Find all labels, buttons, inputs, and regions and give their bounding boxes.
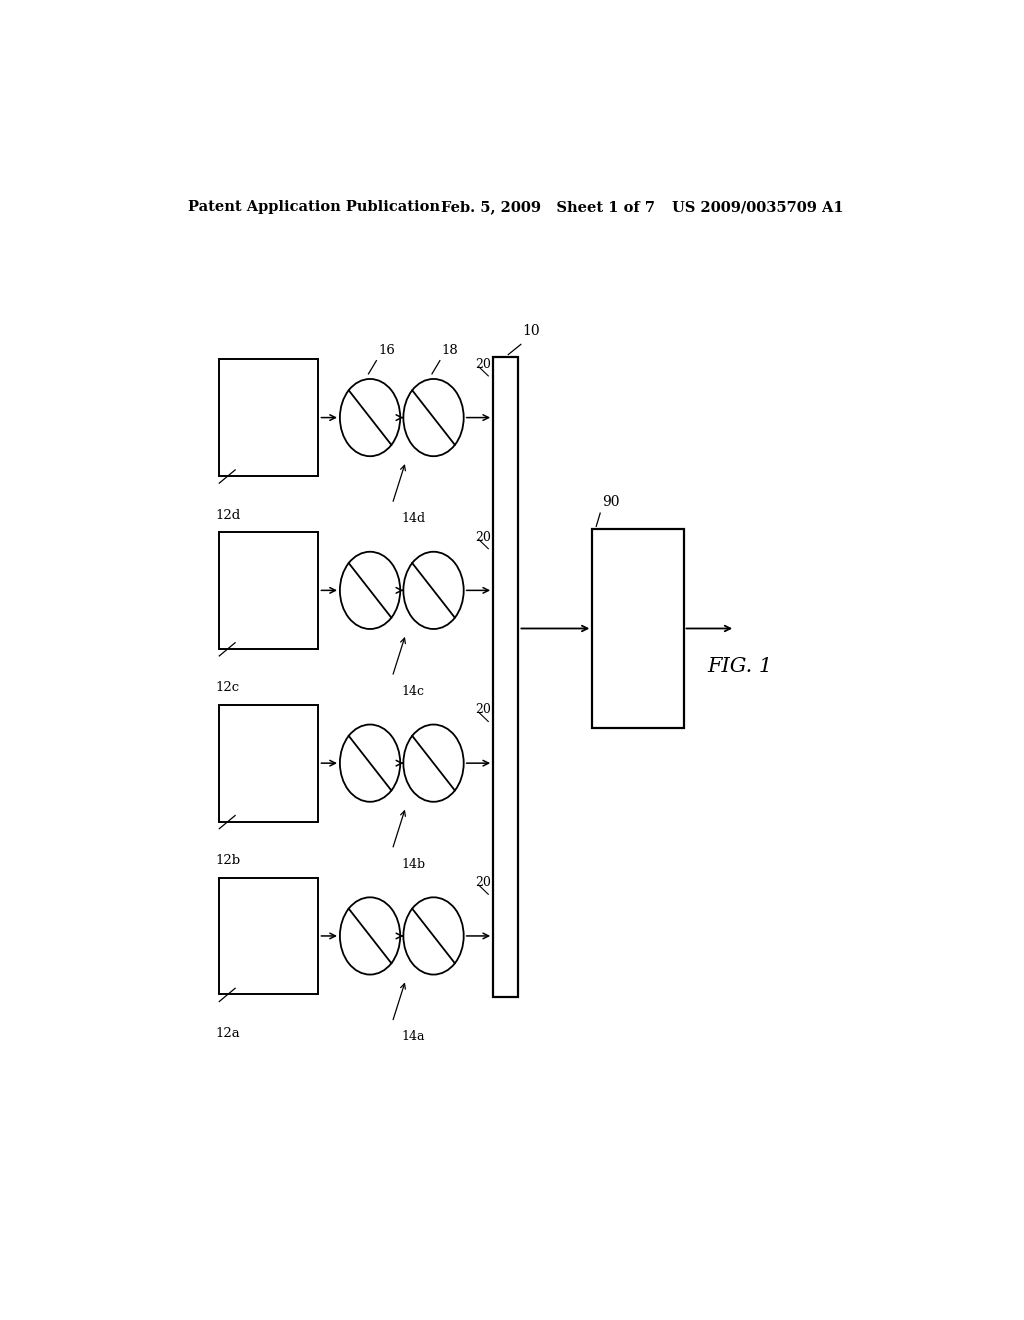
Bar [219, 705, 318, 821]
Text: Patent Application Publication: Patent Application Publication [187, 201, 439, 214]
Text: Feb. 5, 2009   Sheet 1 of 7: Feb. 5, 2009 Sheet 1 of 7 [441, 201, 655, 214]
Text: 14d: 14d [401, 512, 426, 525]
Text: 12d: 12d [215, 508, 241, 521]
Text: US 2009/0035709 A1: US 2009/0035709 A1 [672, 201, 843, 214]
Text: FIG. 1: FIG. 1 [708, 657, 772, 676]
Text: 12b: 12b [215, 854, 241, 867]
Text: 20: 20 [475, 704, 490, 717]
Text: 10: 10 [522, 325, 540, 338]
Text: 20: 20 [475, 531, 490, 544]
Text: 16: 16 [378, 343, 395, 356]
Bar [219, 878, 318, 994]
Text: 14a: 14a [401, 1031, 425, 1044]
Bar [494, 356, 518, 997]
Text: 90: 90 [602, 495, 620, 510]
Text: 18: 18 [441, 343, 458, 356]
Bar [592, 529, 684, 727]
Bar [219, 359, 318, 477]
Bar [219, 532, 318, 649]
Text: 14c: 14c [401, 685, 425, 698]
Text: 12c: 12c [215, 681, 240, 694]
Text: 12a: 12a [215, 1027, 240, 1040]
Text: 20: 20 [475, 876, 490, 890]
Text: 20: 20 [475, 358, 490, 371]
Text: 14b: 14b [401, 858, 426, 871]
